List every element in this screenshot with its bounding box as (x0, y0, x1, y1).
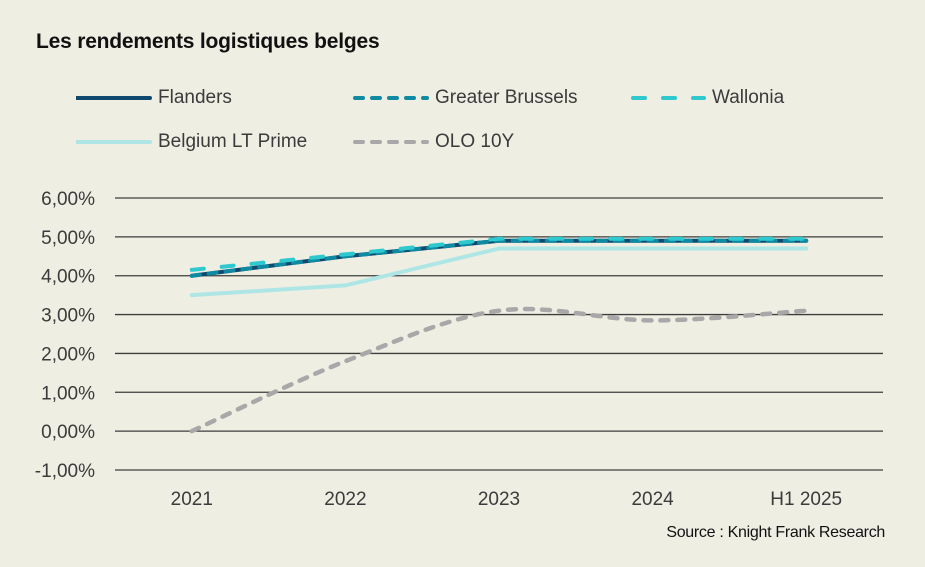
legend-label: Wallonia (712, 87, 785, 108)
legend-swatch-greater-brussels (353, 96, 429, 100)
legend-label: Belgium LT Prime (158, 131, 308, 152)
source-note: Source : Knight Frank Research (666, 524, 885, 541)
x-axis-ticks: 2021 2022 2023 2024 H1 2025 (171, 489, 842, 510)
legend-item-olo-10y: OLO 10Y (353, 130, 514, 154)
y-tick-label: 5,00% (41, 228, 95, 249)
legend-item-flanders: Flanders (76, 86, 232, 110)
y-tick-label: 3,00% (41, 306, 95, 327)
legend-label: Flanders (158, 87, 232, 108)
y-tick-label: -1,00% (35, 461, 95, 482)
legend-swatch-olo-10y (353, 140, 429, 144)
x-tick-label: H1 2025 (770, 489, 842, 510)
y-tick-label: 0,00% (41, 422, 95, 443)
legend-label: OLO 10Y (435, 131, 515, 152)
x-tick-label: 2024 (631, 489, 674, 510)
series-line-olo-10y (189, 306, 809, 434)
legend-swatch-wallonia (631, 96, 706, 100)
y-tick-label: 6,00% (41, 189, 95, 210)
series-line-greater-brussels (189, 238, 809, 278)
legend-item-greater-brussels: Greater Brussels (353, 86, 578, 110)
series-line-wallonia (189, 236, 809, 272)
x-tick-label: 2021 (171, 489, 213, 510)
x-tick-label: 2023 (478, 489, 520, 510)
series-line-belgium-lt-prime (189, 246, 809, 298)
x-tick-label: 2022 (324, 489, 366, 510)
legend-swatch-flanders (76, 96, 152, 100)
series-lines (189, 236, 809, 434)
legend-label: Greater Brussels (435, 87, 578, 108)
y-axis-ticks: 6,00% 5,00% 4,00% 3,00% 2,00% 1,00% 0,00% -1,00… (35, 189, 95, 482)
legend-swatch-belgium-lt-prime (76, 140, 152, 144)
y-tick-label: 4,00% (41, 267, 95, 288)
chart-title: Les rendements logistiques belges (36, 30, 380, 53)
series-line-flanders (189, 238, 809, 278)
y-tick-label: 1,00% (41, 383, 95, 404)
legend-item-wallonia: Wallonia (630, 86, 784, 110)
y-tick-label: 2,00% (41, 344, 95, 365)
legend-item-belgium-lt-prime: Belgium LT Prime (76, 130, 307, 154)
